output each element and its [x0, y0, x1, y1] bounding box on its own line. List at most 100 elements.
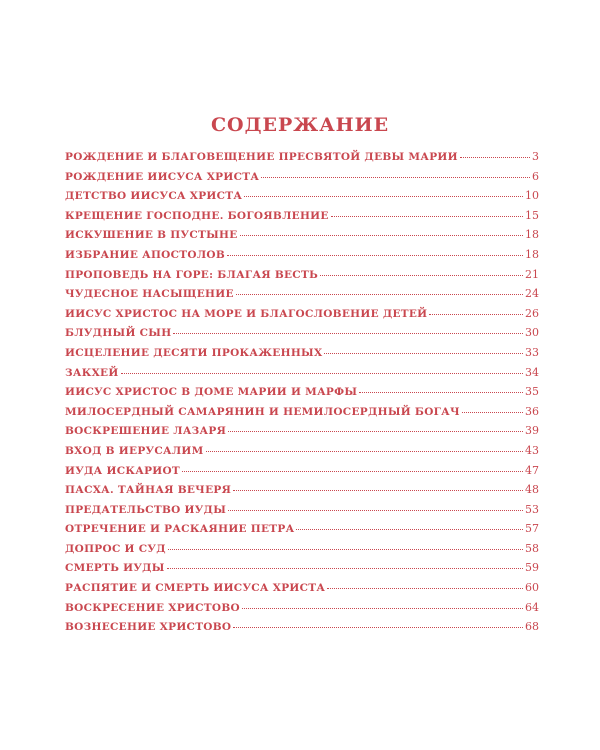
toc-entry[interactable]: РОЖДЕНИЕ И БЛАГОВЕЩЕНИЕ ПРЕСВЯТОЙ ДЕВЫ М… [65, 150, 539, 170]
toc-entry[interactable]: ИИСУС ХРИСТОС НА МОРЕ И БЛАГОСЛОВЕНИЕ ДЕ… [65, 307, 539, 327]
toc-entry-page: 59 [525, 561, 539, 575]
toc-entry-page: 64 [525, 600, 539, 614]
toc-entry[interactable]: ВХОД В ИЕРУСАЛИМ 43 [65, 444, 539, 464]
dot-leader [205, 450, 523, 452]
dot-leader [120, 372, 523, 374]
toc-entry[interactable]: ЗАКХЕЙ 34 [65, 366, 539, 386]
toc-entry-title: ДЕТСТВО ИИСУСА ХРИСТА [65, 190, 243, 203]
toc-entry[interactable]: ИУДА ИСКАРИОТ 47 [65, 464, 539, 484]
toc-entry-page: 43 [525, 443, 539, 457]
toc-entry-title: ПАСХА. ТАЙНАЯ ВЕЧЕРЯ [65, 484, 232, 497]
dot-leader [233, 490, 523, 492]
dot-leader [239, 235, 523, 237]
toc-entry[interactable]: КРЕЩЕНИЕ ГОСПОДНЕ. БОГОЯВЛЕНИЕ 15 [65, 209, 539, 229]
toc-entry-title: ПРОПОВЕДЬ НА ГОРЕ: БЛАГАЯ ВЕСТЬ [65, 268, 319, 281]
toc-entry-title: ВХОД В ИЕРУСАЛИМ [65, 444, 204, 457]
toc-entry-title: ВОСКРЕШЕНИЕ ЛАЗАРЯ [65, 425, 227, 438]
toc-entry-page: 68 [525, 620, 539, 634]
dot-leader [324, 352, 523, 354]
toc-entry[interactable]: ПРЕДАТЕЛЬСТВО ИУДЫ 53 [65, 503, 539, 523]
toc-entry[interactable]: ВОСКРЕШЕНИЕ ЛАЗАРЯ 39 [65, 424, 539, 444]
dot-leader [359, 392, 523, 394]
toc-entry-title: ИИСУС ХРИСТОС НА МОРЕ И БЛАГОСЛОВЕНИЕ ДЕ… [65, 307, 428, 320]
toc-entry-title: ИСКУШЕНИЕ В ПУСТЫНЕ [65, 229, 238, 242]
toc-entry-title: ОТРЕЧЕНИЕ И РАСКАЯНИЕ ПЕТРА [65, 523, 295, 536]
toc-entry[interactable]: ВОСКРЕСЕНИЕ ХРИСТОВО 64 [65, 601, 539, 621]
toc-entry-title: ВОСКРЕСЕНИЕ ХРИСТОВО [65, 601, 240, 614]
toc-entry[interactable]: СМЕРТЬ ИУДЫ 59 [65, 561, 539, 581]
toc-entry-page: 15 [525, 208, 539, 222]
dot-leader [166, 568, 523, 570]
page-title: СОДЕРЖАНИЕ [210, 114, 390, 136]
dot-leader [244, 196, 523, 198]
dot-leader [461, 411, 523, 413]
toc-entry-page: 36 [525, 404, 539, 418]
toc-entry-page: 3 [532, 150, 539, 163]
toc-entry-title: РОЖДЕНИЕ ИИСУСА ХРИСТА [65, 170, 260, 183]
dot-leader [167, 548, 523, 550]
dot-leader [173, 333, 523, 335]
toc-entry-title: ВОЗНЕСЕНИЕ ХРИСТОВО [65, 621, 232, 634]
toc-entry-page: 10 [525, 189, 539, 203]
toc-entry-page: 48 [525, 483, 539, 497]
dot-leader [228, 509, 523, 511]
toc-entry-page: 47 [525, 463, 539, 477]
toc-entry[interactable]: ДОПРОС И СУД 58 [65, 542, 539, 562]
dot-leader [330, 215, 523, 217]
toc-entry-title: ИСЦЕЛЕНИЕ ДЕСЯТИ ПРОКАЖЕННЫХ [65, 346, 323, 359]
dot-leader [327, 588, 523, 590]
dot-leader [261, 176, 530, 178]
toc-entry-page: 18 [525, 247, 539, 261]
toc-entry-page: 53 [525, 502, 539, 516]
toc-entry[interactable]: ИСКУШЕНИЕ В ПУСТЫНЕ 18 [65, 228, 539, 248]
toc-entry-page: 33 [525, 345, 539, 359]
toc-entry-title: МИЛОСЕРДНЫЙ САМАРЯНИН И НЕМИЛОСЕРДНЫЙ БО… [65, 405, 460, 418]
dot-leader [242, 607, 523, 609]
toc-entry-title: РОЖДЕНИЕ И БЛАГОВЕЩЕНИЕ ПРЕСВЯТОЙ ДЕВЫ М… [65, 151, 458, 163]
toc-entry-title: ЗАКХЕЙ [65, 366, 119, 379]
toc-entry[interactable]: ОТРЕЧЕНИЕ И РАСКАЯНИЕ ПЕТРА 57 [65, 522, 539, 542]
toc-entry-title: ИИСУС ХРИСТОС В ДОМЕ МАРИИ И МАРФЫ [65, 386, 358, 399]
toc-entry-title: ДОПРОС И СУД [65, 542, 166, 555]
toc-entry[interactable]: РАСПЯТИЕ И СМЕРТЬ ИИСУСА ХРИСТА 60 [65, 581, 539, 601]
toc-entry[interactable]: ДЕТСТВО ИИСУСА ХРИСТА 10 [65, 189, 539, 209]
toc-entry-title: КРЕЩЕНИЕ ГОСПОДНЕ. БОГОЯВЛЕНИЕ [65, 209, 329, 222]
toc-entry[interactable]: ИИСУС ХРИСТОС В ДОМЕ МАРИИ И МАРФЫ 35 [65, 385, 539, 405]
toc-entry-title: ИУДА ИСКАРИОТ [65, 464, 181, 477]
dot-leader [320, 274, 523, 276]
toc-entry-page: 34 [525, 365, 539, 379]
toc-entry-title: ПРЕДАТЕЛЬСТВО ИУДЫ [65, 503, 227, 516]
toc-entry[interactable]: ИСЦЕЛЕНИЕ ДЕСЯТИ ПРОКАЖЕННЫХ 33 [65, 346, 539, 366]
dot-leader [429, 313, 523, 315]
toc-entry-page: 30 [525, 326, 539, 340]
toc-entry-page: 6 [532, 169, 539, 183]
dot-leader [459, 157, 530, 158]
toc-entry-page: 60 [525, 581, 539, 595]
toc-entry-page: 57 [525, 522, 539, 536]
toc-entry-page: 21 [525, 267, 539, 281]
dot-leader [233, 627, 523, 629]
toc-entry[interactable]: ВОЗНЕСЕНИЕ ХРИСТОВО 68 [65, 620, 539, 640]
toc-entry-page: 35 [525, 385, 539, 399]
toc-entry-title: РАСПЯТИЕ И СМЕРТЬ ИИСУСА ХРИСТА [65, 582, 326, 595]
table-of-contents: РОЖДЕНИЕ И БЛАГОВЕЩЕНИЕ ПРЕСВЯТОЙ ДЕВЫ М… [65, 150, 539, 640]
toc-entry[interactable]: ПАСХА. ТАЙНАЯ ВЕЧЕРЯ 48 [65, 483, 539, 503]
dot-leader [182, 470, 523, 472]
toc-entry-page: 26 [525, 306, 539, 320]
toc-entry[interactable]: МИЛОСЕРДНЫЙ САМАРЯНИН И НЕМИЛОСЕРДНЫЙ БО… [65, 405, 539, 425]
toc-entry-page: 24 [525, 287, 539, 301]
toc-entry[interactable]: ПРОПОВЕДЬ НА ГОРЕ: БЛАГАЯ ВЕСТЬ 21 [65, 268, 539, 288]
toc-entry[interactable]: РОЖДЕНИЕ ИИСУСА ХРИСТА 6 [65, 170, 539, 190]
dot-leader [235, 294, 523, 296]
toc-entry[interactable]: ИЗБРАНИЕ АПОСТОЛОВ 18 [65, 248, 539, 268]
toc-entry-page: 39 [525, 424, 539, 438]
dot-leader [296, 529, 523, 531]
toc-entry[interactable]: ЧУДЕСНОЕ НАСЫЩЕНИЕ 24 [65, 287, 539, 307]
toc-entry[interactable]: БЛУДНЫЙ СЫН 30 [65, 326, 539, 346]
toc-entry-page: 58 [525, 541, 539, 555]
toc-entry-title: ЧУДЕСНОЕ НАСЫЩЕНИЕ [65, 288, 234, 301]
toc-entry-title: ИЗБРАНИЕ АПОСТОЛОВ [65, 248, 226, 261]
toc-entry-page: 18 [525, 228, 539, 242]
dot-leader [227, 254, 523, 256]
dot-leader [228, 431, 523, 433]
